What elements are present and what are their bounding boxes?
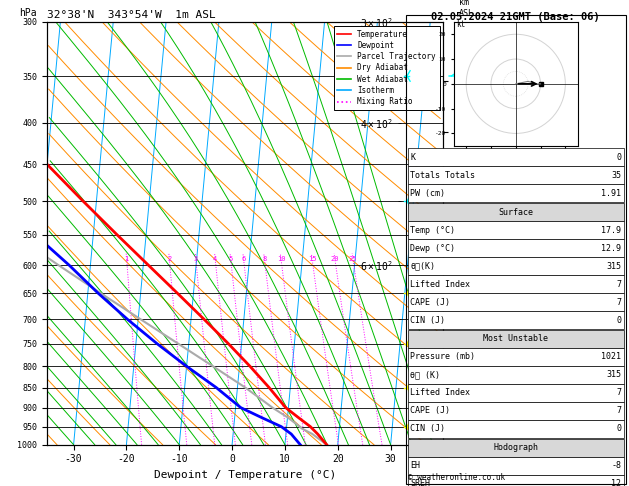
Text: Pressure (mb): Pressure (mb) bbox=[410, 352, 475, 362]
Text: -8: -8 bbox=[611, 461, 621, 470]
Legend: Temperature, Dewpoint, Parcel Trajectory, Dry Adiabat, Wet Adiabat, Isotherm, Mi: Temperature, Dewpoint, Parcel Trajectory… bbox=[333, 26, 440, 110]
Text: 32°38'N  343°54'W  1m ASL: 32°38'N 343°54'W 1m ASL bbox=[47, 10, 216, 20]
Text: 1.91: 1.91 bbox=[601, 189, 621, 198]
Text: Lifted Index: Lifted Index bbox=[410, 279, 470, 289]
Text: θᴄ(K): θᴄ(K) bbox=[410, 261, 435, 271]
Text: 7: 7 bbox=[616, 388, 621, 398]
Text: Dewp (°C): Dewp (°C) bbox=[410, 243, 455, 253]
Text: Totals Totals: Totals Totals bbox=[410, 171, 475, 180]
Text: 8: 8 bbox=[262, 257, 267, 262]
Text: 315: 315 bbox=[606, 370, 621, 380]
Text: CAPE (J): CAPE (J) bbox=[410, 406, 450, 416]
Text: 15: 15 bbox=[308, 257, 316, 262]
Text: 7: 7 bbox=[616, 406, 621, 416]
Text: 0: 0 bbox=[616, 153, 621, 162]
Text: 10: 10 bbox=[277, 257, 286, 262]
Text: 12: 12 bbox=[611, 479, 621, 486]
Text: Most Unstable: Most Unstable bbox=[483, 334, 548, 344]
Text: 2: 2 bbox=[167, 257, 172, 262]
Text: 5: 5 bbox=[228, 257, 233, 262]
Text: 4: 4 bbox=[213, 257, 218, 262]
Text: 12.9: 12.9 bbox=[601, 243, 621, 253]
Text: 6: 6 bbox=[242, 257, 246, 262]
Text: CIN (J): CIN (J) bbox=[410, 315, 445, 325]
Text: CAPE (J): CAPE (J) bbox=[410, 297, 450, 307]
Text: 25: 25 bbox=[348, 257, 357, 262]
Text: 20: 20 bbox=[331, 257, 339, 262]
Text: Surface: Surface bbox=[498, 208, 533, 217]
Text: θᴄ (K): θᴄ (K) bbox=[410, 370, 440, 380]
Text: km
ASL: km ASL bbox=[459, 0, 474, 17]
Text: 02.05.2024 21GMT (Base: 06): 02.05.2024 21GMT (Base: 06) bbox=[431, 12, 600, 22]
Text: Temp (°C): Temp (°C) bbox=[410, 226, 455, 235]
Text: CIN (J): CIN (J) bbox=[410, 424, 445, 434]
Text: kt: kt bbox=[456, 20, 465, 29]
Text: hPa: hPa bbox=[19, 8, 37, 17]
Text: PW (cm): PW (cm) bbox=[410, 189, 445, 198]
X-axis label: Dewpoint / Temperature (°C): Dewpoint / Temperature (°C) bbox=[154, 470, 337, 480]
Text: 7: 7 bbox=[616, 297, 621, 307]
Text: 35: 35 bbox=[611, 171, 621, 180]
Text: EH: EH bbox=[410, 461, 420, 470]
Text: 17.9: 17.9 bbox=[601, 226, 621, 235]
Text: 0: 0 bbox=[616, 424, 621, 434]
Text: K: K bbox=[410, 153, 415, 162]
Text: 0: 0 bbox=[616, 315, 621, 325]
Text: 1021: 1021 bbox=[601, 352, 621, 362]
Text: 315: 315 bbox=[606, 261, 621, 271]
Text: SREH: SREH bbox=[410, 479, 430, 486]
Text: © weatheronline.co.uk: © weatheronline.co.uk bbox=[408, 473, 504, 482]
Text: 3: 3 bbox=[194, 257, 198, 262]
Text: 1: 1 bbox=[125, 257, 129, 262]
Text: LCL: LCL bbox=[447, 424, 462, 433]
Text: 7: 7 bbox=[616, 279, 621, 289]
Text: Lifted Index: Lifted Index bbox=[410, 388, 470, 398]
Text: Hodograph: Hodograph bbox=[493, 443, 538, 452]
